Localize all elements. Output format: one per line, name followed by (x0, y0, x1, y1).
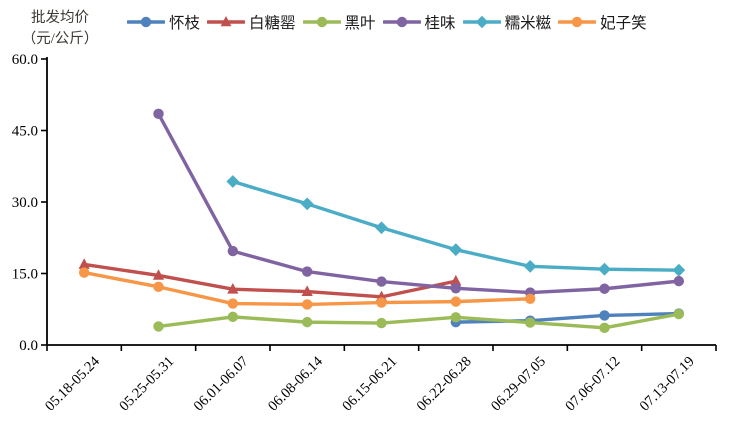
data-point-marker (524, 293, 536, 304)
x-axis-label: 06.01-06.07 (191, 354, 252, 415)
data-point-marker (450, 296, 462, 307)
legend-label: 黑叶 (344, 15, 376, 32)
y-axis-title-line2: （元/公斤） (21, 31, 99, 48)
data-point-marker (227, 283, 239, 294)
data-point-marker (227, 245, 239, 257)
y-axis-title-line1: 批发均价 (31, 10, 89, 26)
data-point-marker (450, 283, 462, 294)
data-point-marker (227, 298, 239, 309)
data-point-marker (226, 175, 240, 188)
y-axis-title: 批发均价 （元/公斤） (6, 8, 114, 50)
x-axis-label: 05.25-05.31 (116, 354, 177, 415)
legend-marker-circle-icon (382, 16, 421, 28)
data-point-marker (152, 269, 165, 280)
data-point-marker (376, 317, 387, 329)
series-5 (78, 267, 536, 310)
legend-marker-diamond-icon (462, 15, 501, 29)
legend-label: 糯米糍 (504, 15, 552, 32)
legend-label: 桂味 (424, 15, 456, 32)
series-1 (78, 258, 462, 302)
x-axis-label: 06.15-06.21 (339, 354, 400, 415)
data-point-marker (301, 266, 313, 277)
data-point-marker (153, 108, 164, 120)
series-line (231, 179, 681, 272)
x-axis-label: 06.08-06.14 (265, 353, 326, 414)
series-2 (153, 308, 685, 334)
data-point-marker (523, 259, 537, 273)
legend-marker-circle-icon (558, 16, 597, 28)
legend-label: 妃子笑 (600, 15, 647, 32)
legend-item-3: 桂味 (382, 11, 456, 33)
data-point-marker (450, 274, 462, 286)
legend-item-1: 白糖罂 (207, 11, 296, 33)
legend-item-5: 妃子笑 (558, 11, 647, 33)
series-3 (153, 108, 685, 298)
y-tick-label: 30.0 (12, 195, 38, 211)
data-point-marker (376, 276, 387, 287)
legend-item-0: 怀枝 (127, 11, 200, 33)
legend-marker-circle-icon (302, 16, 341, 28)
series-line (156, 312, 681, 330)
data-point-marker (78, 267, 90, 278)
y-tick-label: 45.0 (12, 124, 38, 140)
legend-item-4: 糯米糍 (462, 11, 552, 33)
x-axis-label: 07.06-07.12 (562, 354, 623, 415)
legend-label: 白糖罂 (249, 15, 296, 32)
x-axis-label: 07.13-07.19 (637, 354, 698, 415)
legend-marker-circle-icon (127, 16, 165, 28)
y-tick-label: 60.0 (12, 52, 38, 68)
data-point-marker (300, 197, 314, 211)
data-point-marker (153, 281, 164, 293)
data-point-marker (599, 283, 610, 294)
series-line (82, 262, 458, 299)
data-point-marker (227, 311, 239, 323)
data-point-marker (450, 312, 462, 323)
legend-item-2: 黑叶 (302, 11, 376, 33)
x-axis-label: 06.29-07.05 (488, 354, 549, 415)
series-4 (226, 175, 686, 277)
data-point-marker (375, 221, 388, 235)
y-tick-label: 15.0 (12, 267, 38, 283)
data-point-marker (301, 285, 313, 297)
data-point-marker (524, 317, 536, 328)
data-point-marker (599, 322, 610, 334)
legend-marker-triangle-icon (207, 16, 246, 27)
data-point-marker (673, 275, 685, 287)
data-point-marker (153, 321, 164, 332)
legend: 怀枝 白糖罂 黑叶 桂味 糯米糍 妃子笑 (127, 9, 654, 35)
data-point-marker (598, 262, 611, 276)
data-point-marker (449, 243, 463, 257)
data-point-marker (599, 310, 610, 321)
data-point-marker (672, 263, 686, 277)
y-tick-label: 0.0 (19, 338, 38, 354)
x-axis-label: 05.18-05.24 (42, 353, 103, 414)
data-point-marker (301, 299, 313, 310)
data-point-marker (301, 316, 313, 328)
x-axis-label: 06.22-06.28 (414, 354, 475, 415)
series-line (156, 112, 681, 295)
legend-label: 怀枝 (169, 15, 201, 32)
data-point-marker (376, 297, 387, 308)
data-point-marker (673, 308, 685, 320)
data-point-marker (78, 258, 90, 269)
